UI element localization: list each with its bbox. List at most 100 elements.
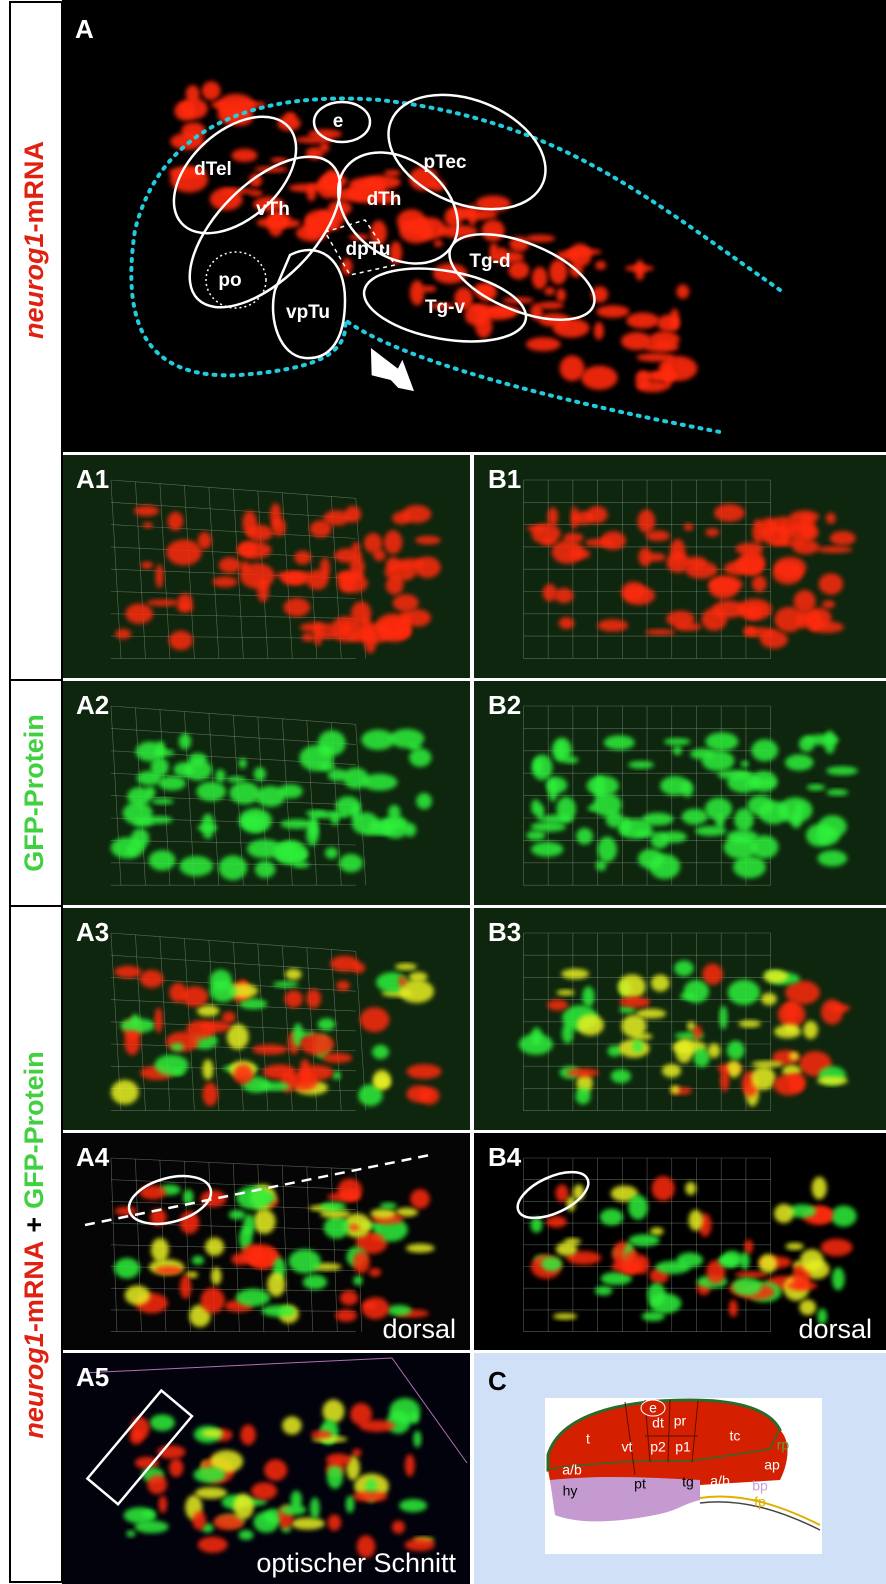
signal bbox=[322, 1053, 352, 1063]
signal bbox=[587, 776, 619, 796]
signal bbox=[404, 609, 431, 626]
panel-caption: dorsal bbox=[798, 1314, 872, 1344]
signal bbox=[302, 633, 315, 642]
signal bbox=[623, 1251, 641, 1274]
signal bbox=[180, 1211, 200, 1234]
signal bbox=[115, 1207, 137, 1216]
signal bbox=[702, 964, 723, 985]
signal bbox=[352, 1449, 362, 1457]
signal bbox=[553, 1313, 577, 1320]
signal bbox=[831, 1206, 857, 1227]
signal bbox=[819, 573, 843, 595]
signal bbox=[735, 1271, 767, 1278]
signal bbox=[229, 782, 259, 804]
panel-label: A1 bbox=[76, 464, 109, 494]
signal bbox=[193, 1467, 225, 1483]
signal bbox=[306, 989, 321, 1008]
signal bbox=[168, 512, 184, 531]
side-label-part: neurog1 bbox=[19, 1332, 49, 1439]
signal bbox=[143, 522, 153, 528]
side-label-part: GFP-Protein bbox=[19, 1051, 49, 1209]
side-frame bbox=[10, 2, 62, 680]
signal bbox=[373, 1070, 390, 1089]
signal bbox=[352, 1491, 387, 1501]
signal bbox=[318, 1018, 336, 1030]
signal bbox=[526, 337, 561, 351]
signal bbox=[322, 1399, 344, 1423]
signal bbox=[576, 828, 593, 845]
signal bbox=[372, 1045, 389, 1059]
signal bbox=[559, 617, 575, 629]
signal bbox=[346, 1496, 355, 1513]
panel-label: A4 bbox=[76, 1142, 110, 1172]
signal bbox=[311, 1430, 332, 1438]
signal bbox=[300, 622, 334, 632]
signal bbox=[566, 1068, 598, 1077]
diagram-label: hy bbox=[563, 1483, 578, 1499]
signal bbox=[407, 1064, 442, 1079]
signal bbox=[402, 505, 431, 523]
signal bbox=[327, 1464, 343, 1489]
signal bbox=[320, 1202, 346, 1211]
signal bbox=[414, 557, 441, 578]
signal bbox=[744, 1240, 753, 1255]
diagram-label: a/b bbox=[710, 1473, 730, 1489]
signal bbox=[648, 1283, 666, 1306]
signal bbox=[531, 799, 540, 815]
signal bbox=[636, 353, 674, 362]
signal bbox=[543, 584, 557, 602]
signal bbox=[360, 1007, 390, 1032]
signal bbox=[413, 1431, 421, 1448]
diagram-label: tc bbox=[730, 1428, 741, 1444]
signal bbox=[799, 736, 815, 752]
signal bbox=[595, 261, 606, 270]
signal bbox=[349, 1224, 360, 1230]
signal bbox=[166, 540, 202, 566]
signal bbox=[352, 812, 379, 834]
signal bbox=[280, 819, 313, 829]
signal bbox=[282, 1416, 302, 1434]
signal bbox=[519, 1034, 553, 1055]
signal bbox=[233, 1493, 254, 1519]
signal bbox=[125, 1031, 140, 1056]
signal bbox=[336, 981, 350, 991]
signal bbox=[388, 805, 400, 819]
signal bbox=[675, 1039, 693, 1063]
signal bbox=[531, 822, 566, 832]
signal bbox=[386, 557, 401, 571]
signal bbox=[611, 1069, 631, 1083]
signal bbox=[752, 576, 767, 593]
signal bbox=[738, 1020, 760, 1027]
signal bbox=[619, 997, 650, 1008]
signal bbox=[189, 753, 207, 766]
signal bbox=[720, 1068, 729, 1091]
diagram-label: p1 bbox=[675, 1439, 691, 1455]
signal bbox=[303, 1275, 327, 1290]
signal bbox=[393, 594, 419, 612]
signal bbox=[198, 1537, 228, 1553]
signal bbox=[636, 370, 650, 389]
signal bbox=[406, 1085, 431, 1102]
signal bbox=[285, 990, 303, 1008]
region-label: Tg-d bbox=[469, 251, 510, 272]
diagram-label: p2 bbox=[650, 1439, 666, 1455]
signal bbox=[682, 809, 708, 825]
signal bbox=[259, 1082, 291, 1091]
signal bbox=[328, 769, 348, 781]
signal bbox=[126, 1530, 135, 1537]
signal bbox=[280, 1504, 306, 1515]
signal bbox=[416, 793, 432, 809]
signal bbox=[212, 577, 237, 588]
signal bbox=[159, 1496, 168, 1513]
signal bbox=[549, 259, 567, 284]
signal bbox=[169, 631, 193, 651]
signal bbox=[240, 563, 275, 589]
diagram-label: pt bbox=[634, 1476, 646, 1492]
signal bbox=[211, 1267, 221, 1285]
region-label: vpTu bbox=[286, 302, 330, 323]
signal bbox=[299, 1059, 310, 1084]
signal bbox=[803, 1021, 818, 1039]
signal bbox=[134, 506, 159, 517]
signal bbox=[272, 518, 286, 536]
signal bbox=[676, 284, 689, 299]
